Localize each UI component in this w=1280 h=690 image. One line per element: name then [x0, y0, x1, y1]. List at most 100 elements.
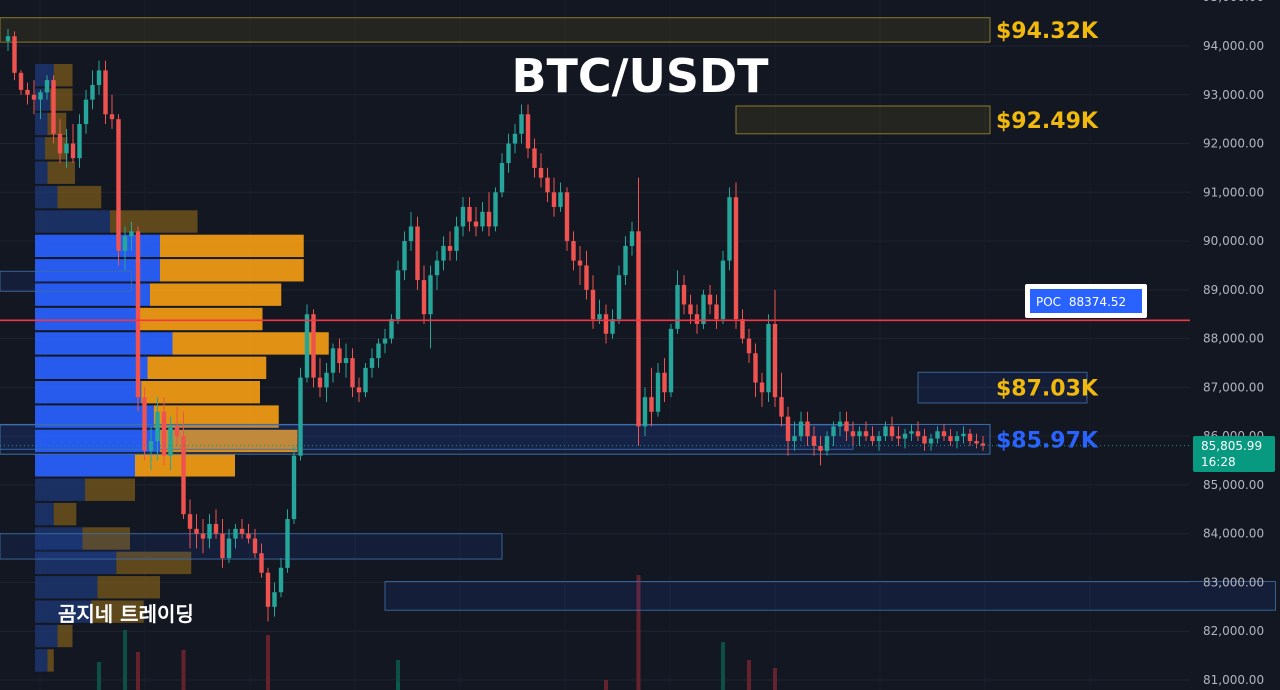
- candle-body: [850, 431, 856, 437]
- candle-body: [519, 114, 524, 134]
- candle-body: [766, 323, 771, 393]
- candle-body: [681, 284, 687, 305]
- candle-body: [675, 284, 680, 329]
- volume-profile-buy: [35, 405, 154, 428]
- candle-body: [434, 260, 440, 276]
- candle-body: [382, 338, 388, 344]
- candle-body: [954, 436, 960, 442]
- y-tick-label: 95,000.00: [1203, 0, 1264, 4]
- candle-body: [616, 275, 622, 320]
- candle-body: [746, 338, 752, 354]
- candle-body: [857, 431, 862, 437]
- candle-body: [655, 372, 661, 412]
- candle-body: [278, 567, 284, 593]
- candle-body: [291, 455, 297, 520]
- candle-body: [525, 114, 531, 149]
- candle-body: [213, 523, 219, 534]
- zone-label: $85.97K: [996, 428, 1099, 453]
- candle-body: [57, 133, 63, 154]
- candle-body: [83, 99, 89, 125]
- candle-body: [181, 436, 186, 515]
- candle-body: [909, 431, 914, 434]
- volume-profile-buy: [35, 161, 48, 184]
- candle-body: [395, 270, 401, 320]
- candle-body: [727, 197, 732, 261]
- candle-body: [818, 445, 823, 451]
- y-tick-label: 91,000.00: [1203, 185, 1264, 199]
- volume-bar: [396, 660, 400, 690]
- volume-profile-buy: [35, 649, 48, 672]
- volume-profile-sell: [110, 210, 198, 233]
- volume-bar: [773, 668, 777, 690]
- candle-body: [707, 294, 713, 305]
- candle-body: [31, 94, 37, 100]
- y-axis[interactable]: 81,000.00 82,000.00 83,000.00 84,000.00 85,0…: [1203, 0, 1264, 687]
- volume-profile-buy: [35, 624, 58, 648]
- volume-profile-sell: [82, 527, 130, 550]
- candle-body: [948, 436, 953, 442]
- candle-body: [324, 372, 329, 388]
- candle-body: [376, 343, 381, 359]
- volume-bar: [123, 630, 127, 690]
- candle-body: [733, 197, 739, 320]
- candle-body: [109, 114, 115, 120]
- y-tick-label: 92,000.00: [1203, 137, 1264, 151]
- candle-body: [662, 372, 667, 393]
- candle-body: [831, 426, 836, 437]
- candle-body: [356, 387, 362, 393]
- candle-body: [116, 119, 121, 251]
- poc-label[interactable]: POC 88374.52: [1025, 284, 1147, 318]
- candle-body: [824, 436, 830, 451]
- volume-profile-sell: [53, 502, 77, 526]
- zone-box: [735, 105, 991, 135]
- candle-body: [551, 192, 557, 207]
- candle-body: [974, 441, 979, 444]
- candle-body: [473, 221, 479, 227]
- candle-body: [239, 528, 245, 534]
- candle-body: [129, 231, 134, 237]
- volume-profile-sell: [160, 234, 304, 258]
- volume-profile-buy: [35, 64, 54, 87]
- candle-body: [720, 260, 726, 320]
- y-tick-label: 83,000.00: [1203, 575, 1264, 589]
- candle-body: [25, 89, 30, 95]
- candle-body: [629, 231, 635, 246]
- zone-label: $87.03K: [996, 377, 1099, 402]
- volume-profile-buy: [35, 502, 54, 526]
- candle-body: [330, 348, 336, 373]
- candle-body: [779, 397, 784, 417]
- candle-body: [220, 533, 225, 559]
- candle-body: [38, 92, 43, 100]
- candle-body: [194, 528, 199, 534]
- candle-body: [44, 80, 50, 93]
- candles: [5, 28, 986, 622]
- candle-body: [863, 431, 869, 437]
- candle-body: [688, 304, 693, 315]
- volume-bar: [747, 660, 751, 690]
- candle-body: [350, 358, 355, 388]
- volume-profile-buy: [35, 454, 135, 477]
- volume-profile-sell: [141, 381, 260, 404]
- zone-box: [0, 423, 991, 455]
- volume-profile-buy: [35, 234, 160, 258]
- zone-label: $94.32K: [996, 19, 1099, 44]
- volume-profile-sell: [45, 137, 68, 160]
- volume-bar: [636, 575, 641, 690]
- candle-body: [837, 421, 843, 427]
- volume-profile-sell: [147, 356, 267, 379]
- candle-body: [233, 528, 238, 539]
- candle-body: [480, 211, 485, 227]
- volume-profile-sell: [47, 161, 75, 184]
- candle-body: [252, 538, 258, 554]
- candle-body: [51, 80, 56, 134]
- candle-body: [623, 245, 628, 276]
- candle-body: [155, 411, 160, 442]
- candle-body: [272, 592, 277, 607]
- candle-body: [935, 431, 940, 439]
- last-price-tag: 85,805.99 16:28: [1193, 436, 1275, 472]
- volume-profile-sell: [137, 307, 263, 331]
- candle-body: [428, 275, 433, 315]
- candle-body: [792, 436, 797, 442]
- candle-body: [694, 314, 700, 324]
